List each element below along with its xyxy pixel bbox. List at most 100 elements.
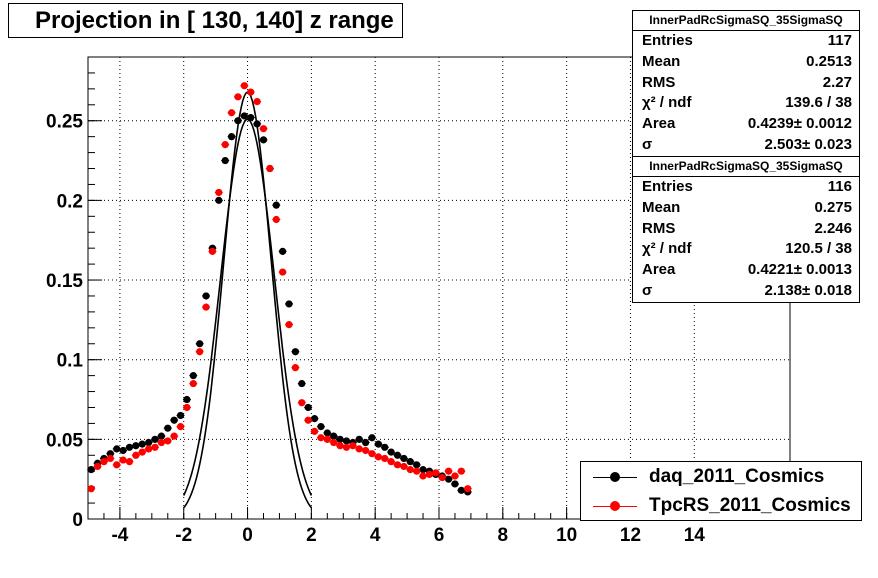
legend-entry-tpcrs: TpcRS_2011_Cosmics bbox=[581, 492, 861, 520]
data-point-tpcrs bbox=[87, 485, 95, 493]
data-point-tpcrs bbox=[304, 416, 312, 424]
data-point-daq bbox=[113, 445, 121, 453]
data-point-tpcrs bbox=[285, 321, 293, 329]
data-point-tpcrs bbox=[170, 432, 178, 440]
data-point-tpcrs bbox=[342, 443, 351, 451]
data-point-daq bbox=[330, 432, 338, 440]
x-tick-label: -4 bbox=[111, 525, 128, 546]
data-point-tpcrs bbox=[317, 434, 325, 442]
y-tick-label: 0.05 bbox=[46, 430, 83, 451]
legend-marker-tpcrs bbox=[610, 501, 620, 511]
legend-label-daq: daq_2011_Cosmics bbox=[649, 466, 825, 487]
stats-row-mean: Mean 0.2513 bbox=[642, 52, 852, 70]
data-point-daq bbox=[125, 443, 134, 451]
y-tick-label: 0.2 bbox=[57, 191, 83, 212]
data-point-tpcrs bbox=[208, 247, 217, 255]
y-tick-label: 0.25 bbox=[46, 112, 83, 133]
data-point-tpcrs bbox=[374, 453, 382, 461]
data-point-tpcrs bbox=[227, 109, 236, 117]
data-point-daq bbox=[202, 292, 210, 300]
data-point-tpcrs bbox=[298, 399, 306, 407]
data-point-tpcrs bbox=[196, 348, 204, 356]
stats-box-title: InnerPadRcSigmaSQ_35SigmaSQ bbox=[633, 157, 859, 177]
x-tick-label: 6 bbox=[434, 525, 445, 546]
data-point-daq bbox=[138, 440, 146, 448]
y-tick-label: 0.15 bbox=[46, 271, 83, 292]
data-point-daq bbox=[374, 440, 382, 448]
data-point-tpcrs bbox=[183, 403, 191, 412]
data-point-daq bbox=[189, 372, 197, 380]
data-point-tpcrs bbox=[419, 472, 427, 480]
data-point-daq bbox=[87, 466, 95, 474]
data-point-daq bbox=[387, 448, 395, 456]
data-point-daq bbox=[119, 446, 127, 455]
x-tick-label: 2 bbox=[306, 525, 317, 546]
stats-box-daq: InnerPadRcSigmaSQ_35SigmaSQ Entries 117 M… bbox=[632, 10, 860, 157]
data-point-daq bbox=[393, 451, 402, 459]
data-point-tpcrs bbox=[157, 438, 165, 447]
stats-row-entries: Entries 116 bbox=[642, 178, 852, 195]
x-tick-label: 4 bbox=[370, 525, 381, 546]
stats-row-sigma: σ 2.138± 0.018 bbox=[642, 281, 852, 299]
data-point-daq bbox=[145, 438, 153, 447]
data-point-tpcrs bbox=[164, 437, 172, 445]
data-point-daq bbox=[444, 475, 453, 483]
stats-row-mean: Mean 0.275 bbox=[642, 198, 852, 216]
data-point-tpcrs bbox=[138, 448, 146, 456]
data-point-daq bbox=[240, 112, 248, 120]
legend-entry-daq: daq_2011_Cosmics bbox=[581, 463, 861, 491]
data-point-daq bbox=[413, 461, 421, 469]
data-point-tpcrs bbox=[93, 462, 102, 471]
stats-row-entries: Entries 117 bbox=[642, 32, 852, 49]
data-point-daq bbox=[170, 416, 178, 424]
data-point-tpcrs bbox=[438, 473, 446, 482]
data-point-daq bbox=[304, 403, 312, 412]
data-point-tpcrs bbox=[400, 462, 408, 471]
data-point-daq bbox=[381, 443, 389, 451]
data-point-tpcrs bbox=[106, 454, 114, 463]
data-point-tpcrs bbox=[202, 303, 210, 311]
data-point-daq bbox=[400, 454, 408, 463]
legend: daq_2011_Cosmics TpcRS_2011_Cosmics bbox=[580, 461, 862, 521]
data-point-daq bbox=[362, 438, 370, 447]
data-point-daq bbox=[176, 411, 185, 420]
data-point-tpcrs bbox=[425, 470, 434, 478]
stats-row-chi2: χ² / ndf 120.5 / 38 bbox=[642, 240, 852, 258]
data-point-tpcrs bbox=[253, 98, 261, 106]
x-tick-label: 0 bbox=[242, 525, 253, 546]
data-point-daq bbox=[234, 117, 242, 125]
data-point-tpcrs bbox=[100, 458, 108, 466]
stats-row-rms: RMS 2.27 bbox=[642, 73, 852, 91]
data-point-daq bbox=[342, 437, 351, 445]
data-point-daq bbox=[457, 486, 465, 494]
data-point-tpcrs bbox=[189, 379, 197, 388]
data-point-tpcrs bbox=[259, 125, 268, 133]
data-point-tpcrs bbox=[176, 423, 185, 431]
data-point-tpcrs bbox=[432, 469, 440, 477]
data-point-daq bbox=[259, 136, 268, 144]
legend-marker-daq bbox=[610, 472, 620, 482]
data-point-daq bbox=[151, 435, 159, 443]
chart-title: Projection in [ 130, 140] z range bbox=[8, 3, 403, 38]
x-tick-label: 10 bbox=[556, 525, 577, 546]
data-point-daq bbox=[406, 458, 414, 466]
data-point-daq bbox=[132, 442, 140, 450]
data-point-daq bbox=[279, 247, 287, 255]
data-point-daq bbox=[291, 348, 300, 356]
data-point-tpcrs bbox=[240, 82, 248, 90]
data-point-tpcrs bbox=[113, 461, 121, 469]
data-point-daq bbox=[164, 424, 172, 432]
data-point-daq bbox=[196, 340, 204, 348]
data-point-tpcrs bbox=[145, 445, 153, 453]
stats-row-rms: RMS 2.246 bbox=[642, 219, 852, 237]
data-point-tpcrs bbox=[362, 446, 370, 455]
data-point-daq bbox=[247, 113, 255, 122]
data-point-daq bbox=[285, 300, 293, 308]
data-point-daq bbox=[323, 429, 331, 437]
data-point-tpcrs bbox=[279, 268, 287, 276]
data-point-daq bbox=[272, 201, 280, 209]
data-point-tpcrs bbox=[393, 461, 402, 469]
data-point-tpcrs bbox=[119, 456, 127, 464]
x-tick-label: -2 bbox=[175, 525, 192, 546]
legend-label-tpcrs: TpcRS_2011_Cosmics bbox=[649, 495, 851, 516]
